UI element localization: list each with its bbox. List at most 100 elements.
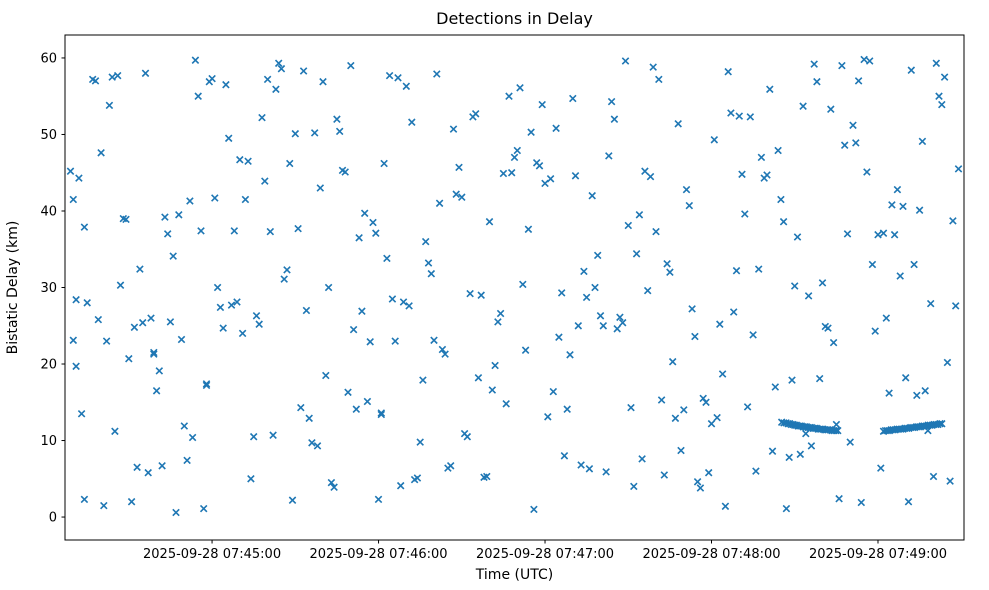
- data-point-marker: [929, 472, 938, 481]
- data-point-marker: [630, 482, 638, 491]
- data-point-marker: [463, 432, 472, 441]
- data-point-marker: [244, 157, 252, 165]
- data-point-marker: [402, 82, 411, 91]
- data-point-marker: [116, 281, 125, 289]
- y-tick-label: 50: [40, 128, 57, 143]
- data-point-marker: [80, 223, 89, 231]
- data-point-marker: [710, 136, 719, 144]
- data-point-marker: [77, 410, 86, 418]
- data-point-marker: [746, 113, 755, 121]
- data-point-marker: [158, 462, 166, 470]
- data-point-marker: [66, 167, 75, 175]
- data-point-marker: [330, 483, 338, 491]
- data-point-marker: [735, 112, 744, 120]
- data-point-marker: [419, 376, 427, 384]
- data-point-marker: [863, 168, 871, 176]
- data-point-marker: [83, 299, 91, 307]
- data-point-marker: [286, 159, 294, 168]
- data-point-marker: [435, 199, 444, 208]
- data-point-marker: [718, 370, 727, 378]
- data-point-marker: [702, 398, 710, 407]
- data-point-marker: [591, 283, 599, 292]
- x-tick-label: 2025-09-28 07:49:00: [809, 547, 947, 562]
- data-point-marker: [252, 312, 261, 320]
- data-point-marker: [569, 94, 577, 103]
- data-point-marker: [424, 259, 433, 267]
- data-point-marker: [319, 77, 327, 86]
- data-point-marker: [680, 406, 688, 414]
- data-point-marker: [879, 229, 888, 237]
- data-point-marker: [108, 73, 116, 81]
- data-point-marker: [577, 461, 585, 469]
- data-point-marker: [75, 174, 83, 182]
- data-point-marker: [557, 289, 566, 297]
- data-point-marker: [72, 295, 80, 304]
- data-point-marker: [335, 127, 344, 136]
- data-point-marker: [136, 265, 144, 273]
- data-point-marker: [455, 163, 463, 172]
- data-point-marker: [549, 387, 558, 396]
- data-point-marker: [649, 63, 657, 71]
- data-point-marker: [596, 312, 605, 320]
- data-point-marker: [313, 442, 322, 450]
- data-point-marker: [946, 477, 954, 485]
- data-point-marker: [757, 153, 766, 162]
- y-tick-label: 0: [49, 511, 57, 526]
- data-point-marker: [513, 146, 522, 155]
- data-point-marker: [616, 313, 624, 322]
- data-point-marker: [618, 318, 627, 327]
- data-point-marker: [641, 167, 649, 175]
- data-point-marker: [868, 260, 877, 269]
- y-tick-label: 40: [40, 204, 57, 219]
- data-point-marker: [194, 92, 202, 100]
- data-point-marker: [197, 227, 205, 235]
- data-point-marker: [885, 389, 893, 397]
- data-point-marker: [258, 113, 266, 122]
- data-point-marker: [521, 346, 530, 354]
- data-point-marker: [834, 426, 842, 435]
- data-point-marker: [854, 77, 863, 85]
- data-point-marker: [774, 146, 782, 155]
- data-point-marker: [691, 332, 699, 341]
- data-point-marker: [835, 494, 843, 503]
- data-point-marker: [738, 170, 746, 179]
- data-point-marker: [813, 77, 821, 86]
- data-point-marker: [802, 429, 810, 438]
- data-point-marker: [94, 315, 103, 324]
- data-point-marker: [838, 61, 846, 70]
- data-point-marker: [732, 266, 741, 275]
- data-point-marker: [138, 318, 147, 327]
- data-point-marker: [674, 120, 682, 128]
- data-point-marker: [341, 168, 349, 176]
- data-point-marker: [474, 374, 483, 382]
- data-point-marker: [69, 195, 78, 204]
- data-point-marker: [632, 250, 641, 258]
- data-point-marker: [527, 128, 535, 136]
- data-point-marker: [391, 337, 399, 345]
- data-point-marker: [943, 358, 952, 367]
- data-point-marker: [261, 177, 269, 185]
- data-point-marker: [316, 184, 325, 192]
- data-point-marker: [693, 478, 702, 486]
- data-point-marker: [932, 59, 941, 68]
- data-point-marker: [779, 217, 788, 226]
- data-point-marker: [668, 357, 677, 366]
- data-point-marker: [458, 193, 466, 201]
- data-point-marker: [347, 61, 355, 70]
- x-tick-label: 2025-09-28 07:47:00: [476, 547, 614, 562]
- data-point-marker: [446, 462, 455, 470]
- data-point-marker: [685, 201, 694, 210]
- data-point-marker: [255, 320, 263, 328]
- data-point-marker: [72, 362, 80, 371]
- data-point-marker: [790, 282, 799, 290]
- data-point-marker: [519, 280, 527, 289]
- data-point-marker: [449, 125, 458, 133]
- y-axis-ticks: 0 10 20 30 40 50 60: [40, 51, 65, 526]
- data-point-marker: [951, 302, 960, 310]
- y-tick-label: 30: [40, 281, 57, 296]
- data-point-marker: [888, 201, 896, 209]
- data-point-marker: [893, 185, 902, 194]
- data-point-marker: [516, 84, 524, 92]
- data-point-marker: [324, 283, 333, 292]
- data-point-marker: [477, 291, 485, 299]
